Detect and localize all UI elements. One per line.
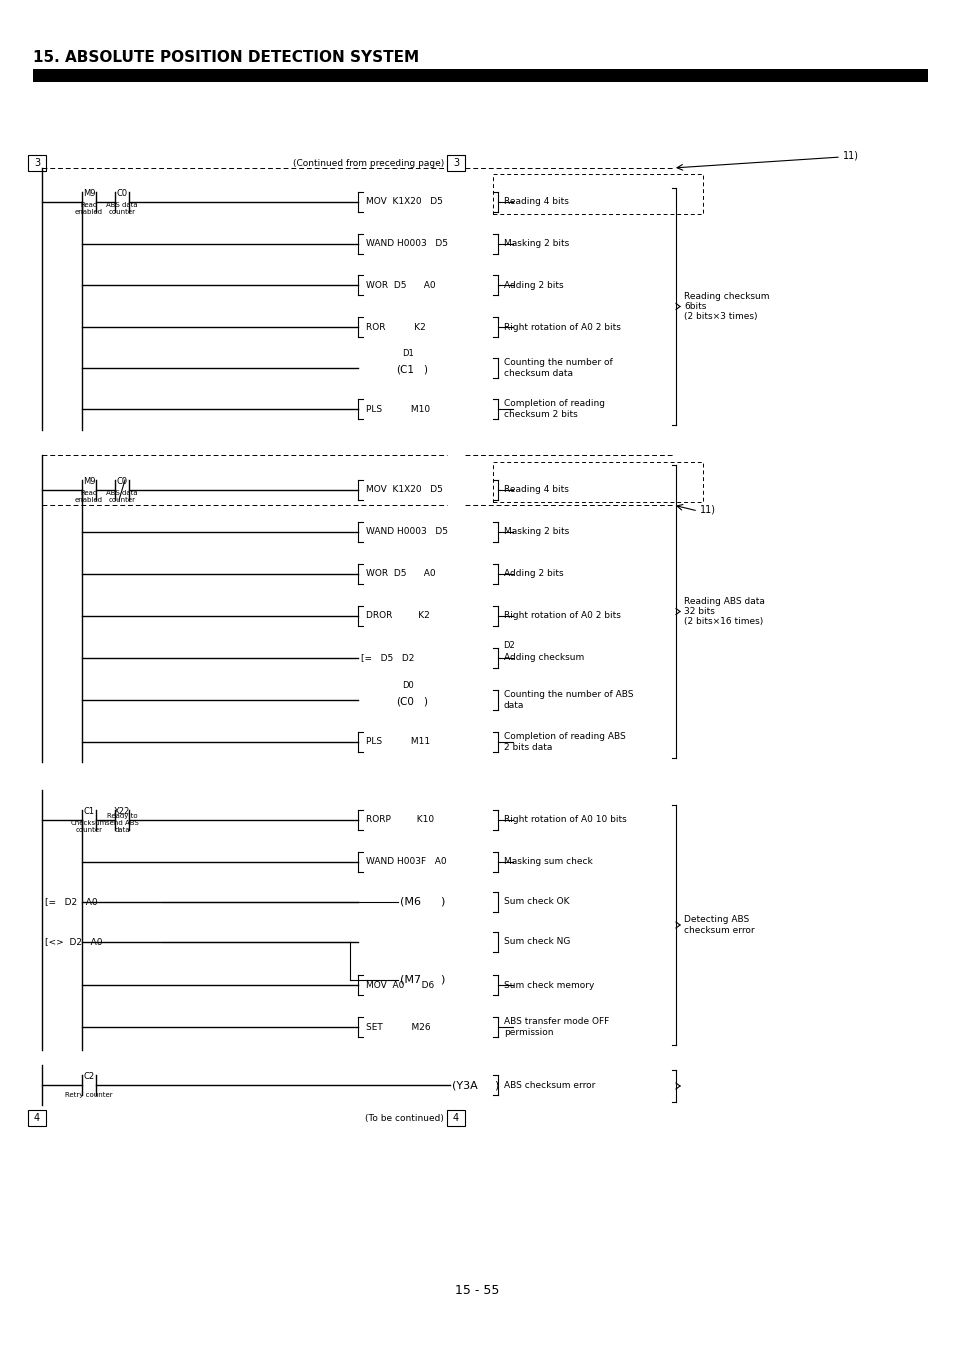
Text: Counting the number of ABS
data: Counting the number of ABS data xyxy=(503,690,633,710)
Text: PLS          M11: PLS M11 xyxy=(366,737,430,747)
Text: Completion of reading ABS
2 bits data: Completion of reading ABS 2 bits data xyxy=(503,732,625,752)
Text: WOR  D5      A0: WOR D5 A0 xyxy=(366,570,436,579)
Text: 4: 4 xyxy=(453,1112,458,1123)
Text: [=   D5   D2: [= D5 D2 xyxy=(360,653,414,663)
Text: MOV  K1X20   D5: MOV K1X20 D5 xyxy=(366,197,442,207)
Text: Sum check NG: Sum check NG xyxy=(503,937,570,946)
Text: D0: D0 xyxy=(402,682,414,690)
Text: ): ) xyxy=(494,1080,497,1089)
Text: Sum check memory: Sum check memory xyxy=(503,980,594,990)
Text: ABS data
counter: ABS data counter xyxy=(106,490,137,504)
Text: Ready to
send ABS
data: Ready to send ABS data xyxy=(106,813,138,833)
Text: Read
enabled: Read enabled xyxy=(75,202,103,215)
Text: (M7: (M7 xyxy=(399,975,420,985)
Text: ): ) xyxy=(439,975,444,985)
Text: Reading checksum
6bits
(2 bits×3 times): Reading checksum 6bits (2 bits×3 times) xyxy=(683,292,769,321)
Text: 15 - 55: 15 - 55 xyxy=(455,1284,498,1296)
Text: M9: M9 xyxy=(83,477,95,486)
Text: Right rotation of A0 2 bits: Right rotation of A0 2 bits xyxy=(503,323,620,332)
Text: ): ) xyxy=(439,896,444,907)
Text: (C1: (C1 xyxy=(395,364,414,375)
Text: Masking 2 bits: Masking 2 bits xyxy=(503,528,569,536)
Text: Right rotation of A0 10 bits: Right rotation of A0 10 bits xyxy=(503,815,626,825)
Text: Reading 4 bits: Reading 4 bits xyxy=(503,197,568,207)
Text: Masking 2 bits: Masking 2 bits xyxy=(503,239,569,248)
Text: [=   D2   A0: [= D2 A0 xyxy=(45,898,97,906)
Text: Reading 4 bits: Reading 4 bits xyxy=(503,486,568,494)
Bar xyxy=(33,69,927,82)
Text: M9: M9 xyxy=(83,189,95,198)
Text: SET          M26: SET M26 xyxy=(366,1022,430,1031)
Text: RORP         K10: RORP K10 xyxy=(366,815,434,825)
Text: ): ) xyxy=(422,364,427,375)
Text: 15. ABSOLUTE POSITION DETECTION SYSTEM: 15. ABSOLUTE POSITION DETECTION SYSTEM xyxy=(33,50,418,66)
Text: ROR          K2: ROR K2 xyxy=(366,323,425,332)
Text: (To be continued): (To be continued) xyxy=(365,1114,443,1122)
Text: [<>  D2   A0: [<> D2 A0 xyxy=(45,937,102,946)
Text: Adding 2 bits: Adding 2 bits xyxy=(503,570,563,579)
Bar xyxy=(28,1110,46,1126)
Text: WAND H0003   D5: WAND H0003 D5 xyxy=(366,239,448,248)
Text: Adding checksum: Adding checksum xyxy=(503,653,583,663)
Text: DROR         K2: DROR K2 xyxy=(366,612,429,621)
Bar xyxy=(493,462,702,502)
Text: (Y3A: (Y3A xyxy=(452,1080,477,1089)
Text: Masking sum check: Masking sum check xyxy=(503,857,592,867)
Bar xyxy=(28,155,46,171)
Text: WAND H0003   D5: WAND H0003 D5 xyxy=(366,528,448,536)
Bar xyxy=(493,174,702,215)
Text: 3: 3 xyxy=(34,158,40,167)
Text: (Continued from preceding page): (Continued from preceding page) xyxy=(293,158,443,167)
Text: MOV  A0      D6: MOV A0 D6 xyxy=(366,980,434,990)
Text: Adding 2 bits: Adding 2 bits xyxy=(503,281,563,289)
Text: C0: C0 xyxy=(116,477,128,486)
Text: 3: 3 xyxy=(453,158,458,167)
Text: Sum check OK: Sum check OK xyxy=(503,898,569,906)
Text: X22: X22 xyxy=(113,807,130,815)
Text: Retry counter: Retry counter xyxy=(65,1092,112,1098)
Text: Detecting ABS
checksum error: Detecting ABS checksum error xyxy=(683,915,754,934)
Text: ABS checksum error: ABS checksum error xyxy=(503,1080,595,1089)
Text: PLS          M10: PLS M10 xyxy=(366,405,430,413)
Text: Counting the number of
checksum data: Counting the number of checksum data xyxy=(503,358,612,378)
Text: C1: C1 xyxy=(83,807,94,815)
Text: (M6: (M6 xyxy=(399,896,420,907)
Text: C0: C0 xyxy=(116,189,128,198)
Text: MOV  K1X20   D5: MOV K1X20 D5 xyxy=(366,486,442,494)
Text: 11): 11) xyxy=(842,150,858,161)
Text: Completion of reading
checksum 2 bits: Completion of reading checksum 2 bits xyxy=(503,400,604,418)
Text: WAND H003F   A0: WAND H003F A0 xyxy=(366,857,446,867)
Text: C2: C2 xyxy=(83,1072,94,1081)
Text: Reading ABS data
32 bits
(2 bits×16 times): Reading ABS data 32 bits (2 bits×16 time… xyxy=(683,597,764,626)
Text: Checksum
counter: Checksum counter xyxy=(71,819,107,833)
Text: D2: D2 xyxy=(502,640,515,649)
Text: Read
enabled: Read enabled xyxy=(75,490,103,504)
Bar xyxy=(447,155,464,171)
Text: 4: 4 xyxy=(34,1112,40,1123)
Text: WOR  D5      A0: WOR D5 A0 xyxy=(366,281,436,289)
Text: 11): 11) xyxy=(700,505,716,514)
Text: ): ) xyxy=(422,697,427,707)
Text: (C0: (C0 xyxy=(395,697,414,707)
Text: ABS data
counter: ABS data counter xyxy=(106,202,137,215)
Bar xyxy=(447,1110,464,1126)
Text: ABS transfer mode OFF
permission: ABS transfer mode OFF permission xyxy=(503,1018,609,1037)
Text: Right rotation of A0 2 bits: Right rotation of A0 2 bits xyxy=(503,612,620,621)
Text: D1: D1 xyxy=(402,350,414,359)
